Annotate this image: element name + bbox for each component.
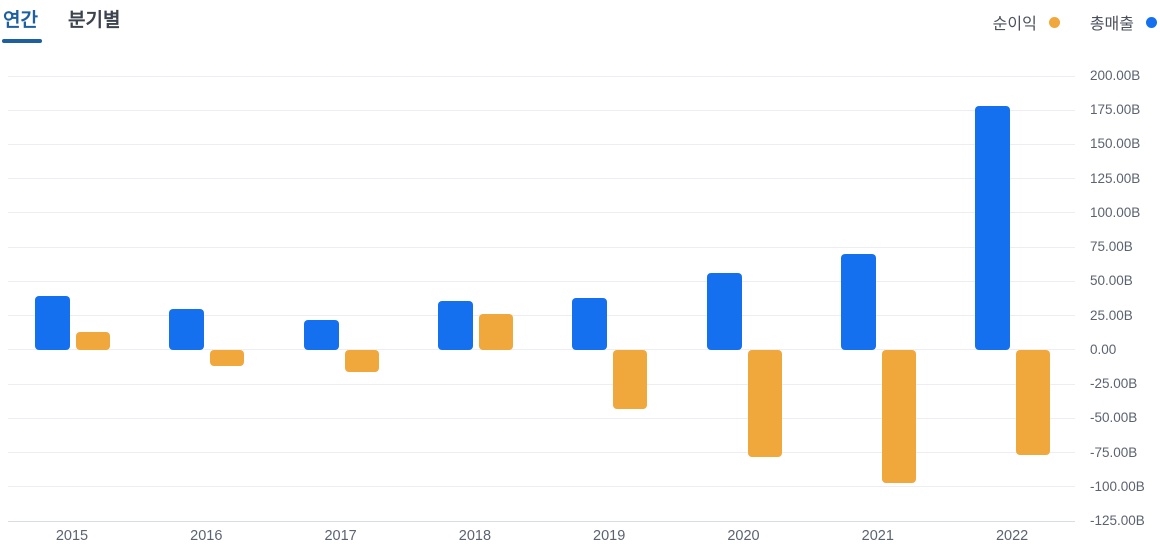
y-axis-tick-label: 50.00B	[1090, 273, 1133, 289]
x-axis-tick-label: 2018	[458, 528, 492, 544]
gridline	[8, 178, 1075, 180]
legend-item-net-income[interactable]: 순이익	[993, 10, 1060, 34]
y-axis-tick-label: 125.00B	[1090, 170, 1141, 186]
tab-quarterly[interactable]: 분기별	[68, 10, 121, 31]
gridline	[8, 143, 1075, 145]
y-axis-tick-label: 75.00B	[1090, 239, 1133, 255]
y-axis-tick-label: -25.00B	[1090, 376, 1138, 392]
revenue-bar	[35, 296, 70, 350]
y-axis-tick-label: -50.00B	[1090, 410, 1138, 426]
gridline	[8, 280, 1075, 282]
net-income-bar	[478, 314, 513, 350]
chart-legend: 순이익 총매출	[993, 10, 1157, 34]
net-income-bar	[344, 349, 379, 372]
active-tab-underline	[2, 39, 42, 43]
y-axis-tick-label: 200.00B	[1090, 68, 1141, 83]
y-axis-tick-label: 100.00B	[1090, 204, 1141, 220]
gridline	[8, 246, 1075, 248]
net-income-bar	[747, 349, 782, 457]
net-income-dot-icon	[1048, 16, 1060, 28]
x-axis-tick-label: 2016	[190, 528, 223, 544]
gridline	[8, 383, 1075, 385]
y-axis-tick-label: -125.00B	[1090, 513, 1145, 528]
net-income-bar	[210, 349, 245, 367]
tab-annual[interactable]: 연간	[3, 10, 38, 31]
x-axis-tick-label: 2019	[593, 528, 626, 544]
gridline	[8, 109, 1075, 111]
gridline	[8, 452, 1075, 454]
revenue-dot-icon	[1146, 16, 1157, 28]
gridline	[8, 417, 1075, 419]
net-income-bar	[613, 349, 648, 409]
gridline	[8, 486, 1075, 488]
y-axis-tick-label: -100.00B	[1090, 478, 1145, 494]
x-axis-tick-label: 2017	[324, 528, 357, 544]
y-axis-tick-label: -75.00B	[1090, 444, 1138, 460]
revenue-bar	[706, 273, 742, 350]
y-axis-tick-label: 0.00	[1090, 341, 1117, 357]
revenue-bar	[572, 297, 608, 350]
legend-item-revenue[interactable]: 총매출	[1090, 10, 1157, 34]
net-income-bar	[881, 349, 916, 483]
gridline	[8, 349, 1075, 351]
x-axis-tick-label: 2021	[861, 528, 894, 544]
gridline	[8, 75, 1075, 77]
gridline	[8, 315, 1075, 317]
x-axis-tick-label: 2020	[727, 528, 760, 544]
revenue-bar	[840, 254, 876, 350]
legend-net-income-label: 순이익	[992, 16, 1037, 33]
revenue-bar	[169, 308, 205, 350]
y-axis-tick-label: 25.00B	[1090, 307, 1133, 323]
x-axis-tick-label: 2022	[995, 528, 1029, 544]
net-income-bar	[1016, 349, 1051, 456]
gridline	[8, 212, 1075, 214]
revenue-bar	[303, 319, 339, 350]
legend-revenue-label: 총매출	[1089, 16, 1134, 33]
revenue-bar	[975, 106, 1011, 350]
x-axis-tick-label: 2015	[55, 528, 89, 544]
gridline	[8, 520, 1075, 522]
net-income-bar	[76, 332, 110, 350]
y-axis-tick-label: 175.00B	[1090, 102, 1141, 118]
revenue-bar	[437, 300, 473, 350]
y-axis-tick-label: 150.00B	[1090, 136, 1141, 152]
